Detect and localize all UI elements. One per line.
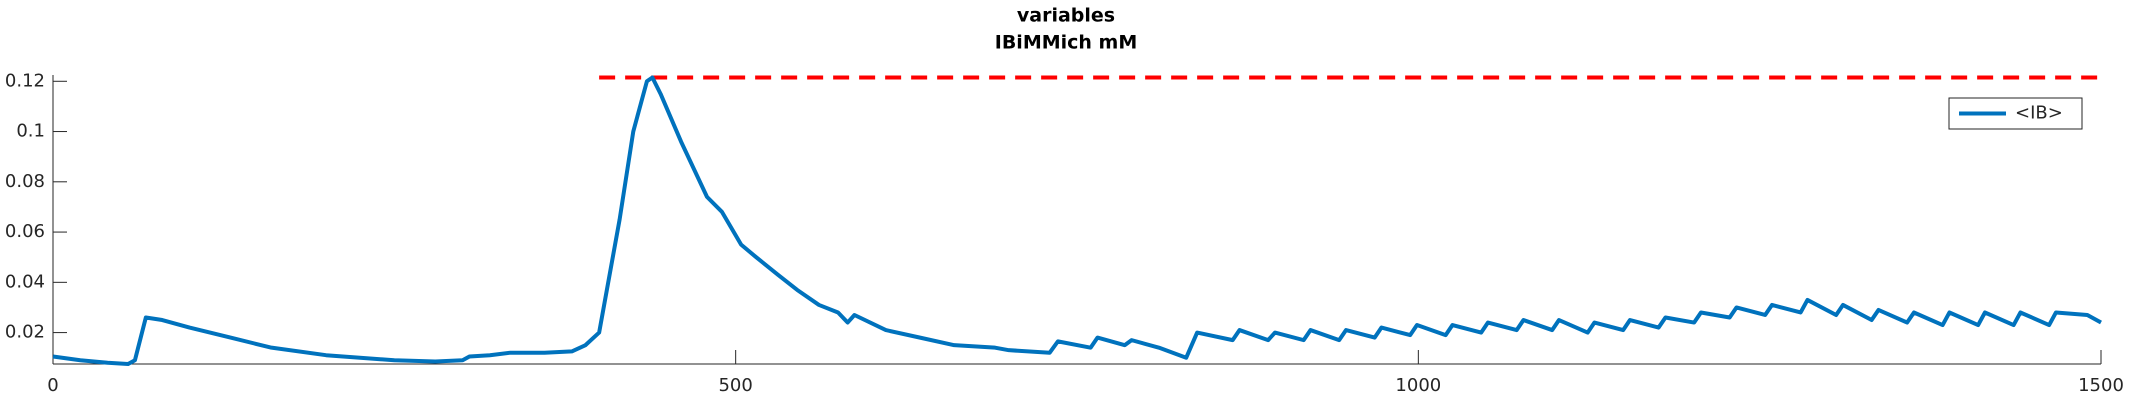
x-tick-label: 500 — [718, 375, 752, 396]
data-line — [52, 75, 2102, 366]
y-tick-label: 0.08 — [5, 171, 45, 192]
x-tick-label: 1000 — [1395, 375, 1441, 396]
y-tick-label: 0.02 — [5, 322, 45, 343]
chart-subtitle: IBiMMich mM — [995, 32, 1138, 54]
x-tick-label: 1500 — [2078, 375, 2124, 396]
y-tick-label: 0.1 — [16, 121, 45, 142]
legend-label: <IB> — [2015, 103, 2063, 124]
chart-title: variables — [1017, 5, 1115, 27]
y-tick-label: 0.04 — [5, 271, 45, 292]
y-tick-label: 0.12 — [5, 70, 45, 91]
x-tick-label: 0 — [47, 375, 58, 396]
y-tick-label: 0.06 — [5, 221, 45, 242]
